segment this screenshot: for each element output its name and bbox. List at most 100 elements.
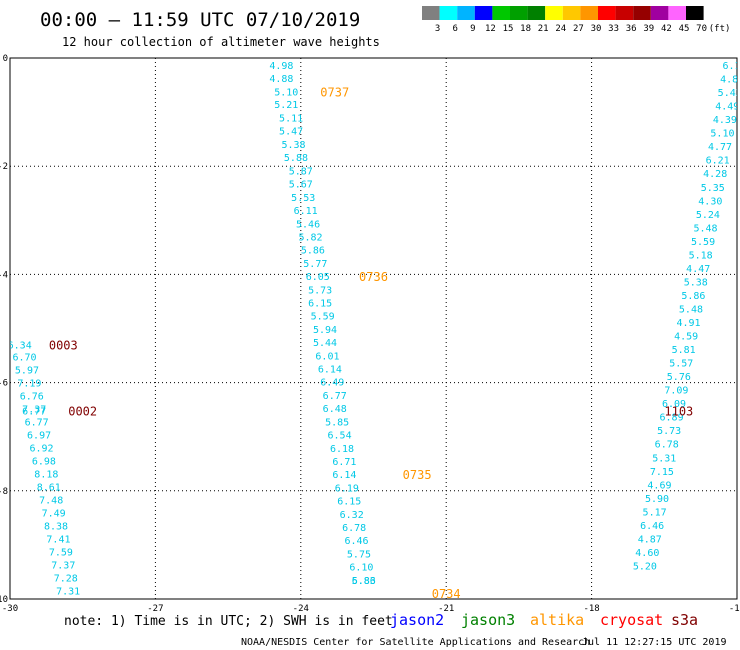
wave-height-label: 6.77 (22, 407, 46, 418)
wave-height-label: 6.77 (25, 418, 49, 429)
wave-height-label: 5.11 (279, 114, 303, 125)
x-tick-label: -24 (293, 604, 309, 614)
wave-height-label: 5.86 (352, 576, 376, 587)
pass-time-label: 0736 (359, 270, 388, 284)
wave-height-label: 7.37 (51, 560, 75, 571)
wave-height-label: 6.76 (20, 392, 44, 403)
colorbar-label: 33 (608, 24, 619, 34)
wave-height-label: 6.46 (640, 521, 664, 532)
y-tick-label: -6 (0, 379, 8, 389)
colorbar-label: 3 (435, 24, 440, 34)
wave-height-label: 4.47 (686, 264, 710, 275)
pass-time-label: 0734 (432, 587, 461, 601)
wave-height-label: 5.46 (296, 220, 320, 231)
wave-height-label: 6.15 (337, 497, 361, 508)
pass-time-label: 0003 (49, 339, 78, 353)
wave-height-label: 6.98 (32, 457, 56, 468)
wave-height-label: 7.15 (650, 467, 674, 478)
wave-height-label: 6.83 (352, 576, 376, 587)
wave-height-label: 6.21 (706, 156, 730, 167)
wave-height-label: 5.53 (291, 193, 315, 204)
y-tick-label: 0 (3, 54, 8, 64)
colorbar-label: 30 (591, 24, 602, 34)
wave-height-label: 5.67 (289, 180, 313, 191)
wave-height-label: 4.39 (713, 115, 737, 126)
wave-height-label: 5.20 (633, 561, 657, 572)
wave-height-label: 6.14 (332, 470, 356, 481)
x-tick-label: -15 (729, 604, 740, 614)
pass-time-label: 1103 (664, 405, 693, 419)
footer: note: 1) Time is in UTC; 2) SWH is in fe… (64, 611, 727, 648)
colorbar-swatch (510, 6, 528, 20)
x-tick-label: -21 (438, 604, 454, 614)
wave-height-label: 5.94 (313, 325, 337, 336)
wave-height-label: 6.19 (335, 484, 359, 495)
x-tick-label: -27 (147, 604, 163, 614)
wave-height-label: 6.10 (349, 563, 373, 574)
data-marks: 4.984.885.105.215.115.475.385.885.875.67… (10, 61, 740, 601)
colorbar-label: 21 (538, 24, 549, 34)
wave-height-label: 5.87 (289, 167, 313, 178)
y-tick-label: -4 (0, 270, 8, 280)
pass-time-label: 0735 (403, 468, 432, 482)
wave-height-label: 6.78 (655, 440, 679, 451)
wave-height-label: 6.18 (330, 444, 354, 455)
wave-height-label: 4.88 (269, 74, 293, 85)
colorbar-swatch (457, 6, 475, 20)
y-tick-label: -2 (0, 162, 8, 172)
y-tick-label: -10 (0, 595, 8, 605)
wave-height-label: 8.61 (37, 482, 61, 493)
colorbar-swatch (422, 6, 440, 20)
colorbar-label: 70 (696, 24, 707, 34)
wave-height-label: 7.49 (42, 508, 66, 519)
wave-height-label: 6.15 (308, 299, 332, 310)
wave-height-label: 4.98 (269, 61, 293, 72)
wave-height-label: 4.77 (708, 142, 732, 153)
wave-height-label: 5.38 (684, 277, 708, 288)
wave-height-label: 5.59 (311, 312, 335, 323)
wave-height-label: 8.38 (44, 521, 68, 532)
wave-height-label: 5.59 (691, 237, 715, 248)
wave-height-label: 5.10 (274, 88, 298, 99)
wave-height-label: 5.21 (274, 100, 298, 111)
chart-subtitle: 12 hour collection of altimeter wave hei… (62, 35, 380, 49)
colorbar-swatch (439, 6, 458, 20)
colorbar-swatch (562, 6, 581, 20)
wave-height-label: 6.32 (340, 510, 364, 521)
wave-height-label: 7.41 (46, 534, 70, 545)
colorbar-label: 27 (573, 24, 584, 34)
colorbar-label: 39 (643, 24, 654, 34)
colorbar-swatch (545, 6, 563, 20)
pass-time-label: 0002 (68, 405, 97, 419)
wave-height-label: 4.69 (647, 480, 671, 491)
wave-height-label: 5.48 (679, 304, 703, 315)
wave-height-label: 4.30 (698, 196, 722, 207)
wave-height-label: 5.77 (303, 259, 327, 270)
satellite-legend-item: altika (530, 611, 584, 629)
wave-height-label: 5.82 (298, 233, 322, 244)
colorbar-label: 18 (520, 24, 531, 34)
colorbar-swatch (615, 6, 634, 20)
wave-height-label: 5.86 (301, 246, 325, 257)
wave-height-label: 7.37 (22, 405, 46, 416)
wave-height-label: 4.28 (703, 169, 727, 180)
wave-height-label: 5.35 (701, 183, 725, 194)
wave-height-label: 6.14 (318, 365, 342, 376)
chart-title: 00:00 – 11:59 UTC 07/10/2019 (40, 9, 360, 31)
wave-height-label: 4.60 (635, 548, 659, 559)
wave-height-label: 7.19 (17, 379, 41, 390)
colorbar-swatch (668, 6, 686, 20)
wave-height-label: 5.76 (667, 372, 691, 383)
wave-height-label: 7.09 (664, 386, 688, 397)
wave-height-label: 5.75 (347, 550, 371, 561)
credit-text: NOAA/NESDIS Center for Satellite Applica… (241, 637, 590, 648)
satellite-legend: jason2 jason3 altika cryosat s3a (390, 611, 698, 629)
wave-height-label: 6.70 (12, 353, 36, 364)
wave-height-label: 6.09 (662, 399, 686, 410)
wave-height-label: 5.10 (710, 129, 734, 140)
wave-height-label: 5.43 (718, 88, 740, 99)
wave-height-label: 5.17 (643, 507, 667, 518)
wave-height-label: 6.01 (315, 352, 339, 363)
wave-height-label: 8.18 (34, 469, 58, 480)
y-tick-label: -8 (0, 487, 8, 497)
